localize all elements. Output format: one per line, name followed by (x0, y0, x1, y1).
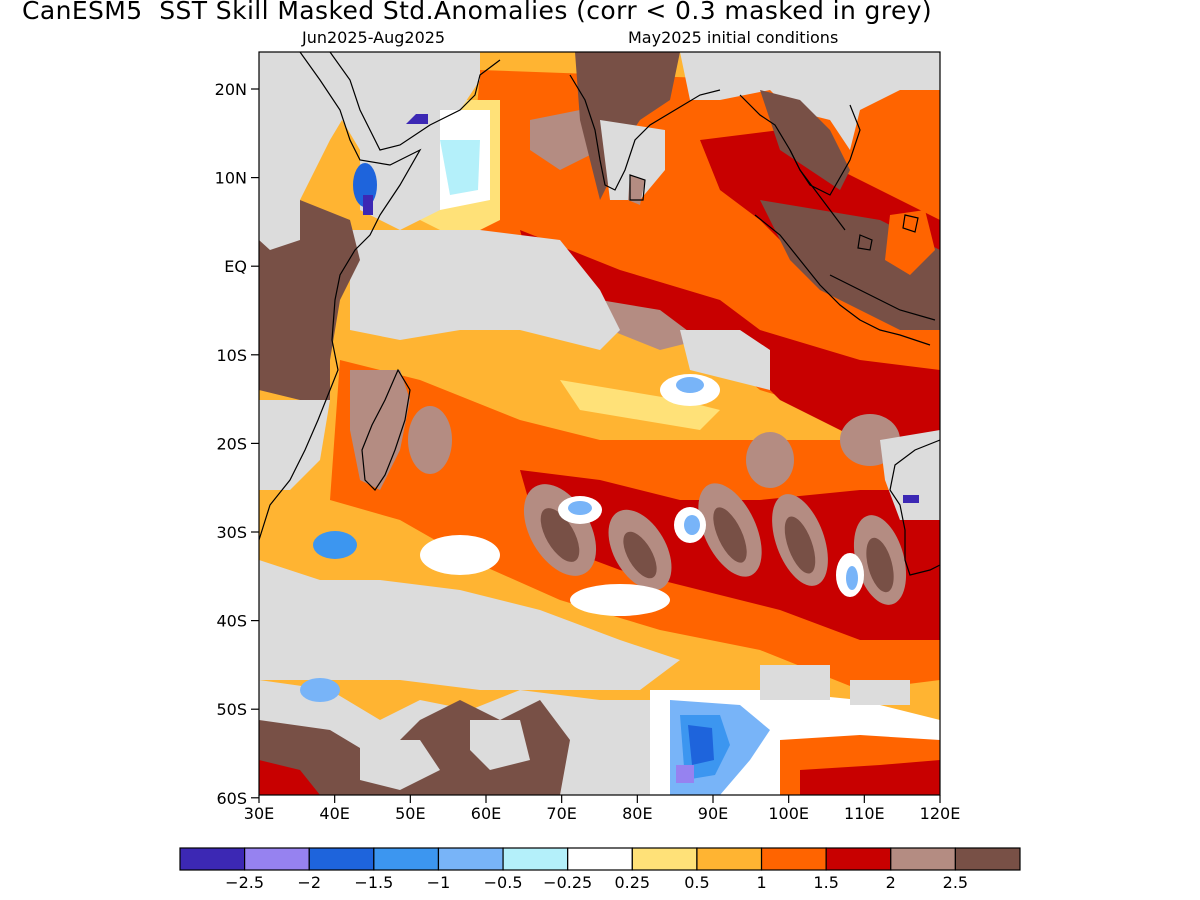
masked-region (760, 665, 830, 700)
australia-coastline (889, 439, 940, 576)
colorbar-swatch (502, 847, 569, 871)
small-island-coastline (902, 214, 919, 233)
masked-region (360, 740, 440, 790)
lon-tick-label: 100E (768, 804, 809, 823)
colorbar-label: 1 (756, 873, 766, 892)
lon-tick-label: 60E (471, 804, 501, 823)
india-masked (600, 120, 665, 200)
strong-warm-anomaly-region (259, 760, 320, 795)
extreme-cool-anomaly-patch (402, 114, 428, 124)
lat-tick-label: 60S (216, 789, 247, 808)
colorbar-label: −0.25 (543, 873, 592, 892)
small-island-coastline (857, 234, 873, 251)
colorbar-swatch (760, 847, 827, 871)
lat-tick-label: 30S (216, 523, 247, 542)
sumatra-coastline (754, 214, 931, 346)
lon-tick-label: 50E (395, 804, 425, 823)
map-plot-area (259, 52, 940, 795)
maritime-continent-warm (885, 210, 935, 275)
lat-tick-label: 10S (216, 346, 247, 365)
colorbar-label: 0.25 (614, 873, 650, 892)
lon-tick-label: 90E (698, 804, 728, 823)
extreme-cool-anomaly-patch (676, 765, 694, 783)
masked-region (680, 330, 770, 390)
very-strong-cool-anomaly-region (688, 725, 714, 765)
very-strong-warm-anomaly-eddies (540, 507, 894, 593)
java-coastline (829, 274, 936, 321)
colorbar-swatch (308, 847, 375, 871)
lon-tick-label: 30E (244, 804, 274, 823)
colorbar-label: −1.5 (354, 873, 393, 892)
colorbar-swatch (825, 847, 892, 871)
colorbar-label: −2 (297, 873, 321, 892)
coastlines (259, 52, 940, 576)
colorbar-label: −0.5 (484, 873, 523, 892)
colorbar-swatch (567, 847, 633, 871)
lat-tick-label: 50S (216, 700, 247, 719)
colorbar-label: −1 (427, 873, 451, 892)
lon-tick-label: 40E (319, 804, 349, 823)
lat-tick-label: 20N (215, 80, 247, 99)
very-strong-warm-anomaly-region (600, 300, 700, 350)
colorbar-swatch (179, 847, 246, 871)
cool-anomaly-patches (568, 501, 858, 590)
lat-tick-label: 40S (216, 612, 247, 631)
masked-region (470, 720, 530, 770)
masked-region (850, 680, 910, 705)
strong-cool-anomaly-patch (313, 531, 357, 559)
lon-tick-label: 70E (546, 804, 576, 823)
masked-region (259, 560, 680, 690)
strong-warm-anomaly-region (800, 760, 940, 795)
forecast-period: Jun2025-Aug2025 (302, 28, 446, 47)
latitude-axis: 20N 10N EQ 10S 20S 30S 40S 50S 60S (215, 80, 259, 808)
colorbar-swatch (437, 847, 504, 871)
africa-coastline (259, 52, 422, 541)
colorbar-swatch (696, 847, 763, 871)
colorbar: −2.5 −2 −1.5 −1 −0.5 −0.25 0.25 0.5 1 1.5 2 2.5 (179, 847, 1021, 892)
cool-anomaly-patch (300, 678, 340, 702)
colorbar-label: 1.5 (813, 873, 838, 892)
colorbar-label: −2.5 (225, 873, 264, 892)
colorbar-swatch (890, 847, 956, 871)
masked-region (350, 230, 620, 350)
longitude-axis: 30E 40E 50E 60E 70E 80E 90E 100E 110E 120E (244, 795, 961, 823)
figure-title: CanESM5 SST Skill Masked Std.Anomalies (… (22, 0, 933, 25)
colorbar-label: 2.5 (943, 873, 968, 892)
weak-warm-anomaly-region (560, 380, 720, 430)
india-coastline (569, 74, 721, 191)
colorbar-swatch (244, 847, 310, 871)
arabia-coastline (329, 52, 501, 151)
colorbar-swatch (631, 847, 698, 871)
extreme-cool-anomaly-patch (903, 495, 919, 503)
colorbar-label: 2 (886, 873, 896, 892)
cool-anomaly-patch (676, 377, 704, 393)
southeast-asia-masked (680, 52, 940, 150)
colorbar-label: 0.5 (684, 873, 709, 892)
arabia-landmask (259, 52, 480, 150)
madagascar-coastline (361, 368, 411, 491)
lon-tick-label: 120E (920, 804, 961, 823)
colorbar-swatch (954, 847, 1021, 871)
lat-tick-label: 10N (215, 169, 247, 188)
plot-frame (258, 51, 941, 796)
lat-tick-label: EQ (224, 257, 247, 276)
colorbar-swatch (373, 847, 440, 871)
lat-tick-label: 20S (216, 434, 247, 453)
africa-south-masked (259, 400, 330, 490)
southeast-asia-landmask (760, 90, 850, 190)
sri-lanka-land (628, 175, 645, 205)
cool-anomaly-region (440, 140, 480, 195)
sri-lanka-coastline (629, 174, 646, 201)
malay-coastline (789, 149, 846, 231)
lon-tick-label: 80E (622, 804, 652, 823)
extreme-cool-anomaly-patch (363, 195, 373, 215)
madagascar-landmask (350, 370, 410, 490)
lon-tick-label: 110E (844, 804, 885, 823)
initial-conditions: May2025 initial conditions (628, 28, 839, 47)
